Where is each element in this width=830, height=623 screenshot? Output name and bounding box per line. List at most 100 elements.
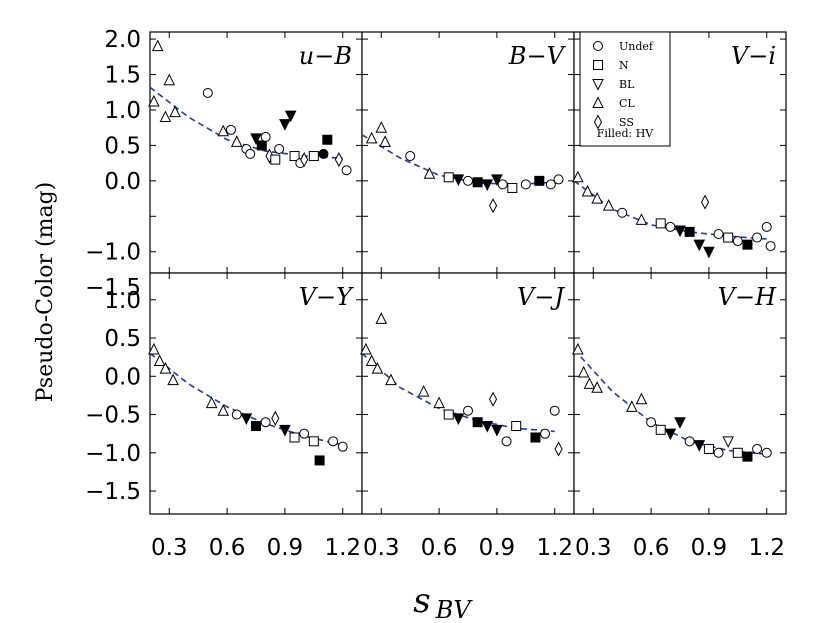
data-point [674, 225, 686, 238]
data-point [591, 381, 603, 393]
panel-frame [361, 31, 575, 274]
data-point [279, 424, 291, 437]
data-point [274, 143, 285, 154]
data-point [491, 174, 503, 187]
data-point [159, 110, 172, 123]
data-point [417, 384, 430, 397]
panel-label: V−Y [299, 283, 354, 311]
data-point [488, 391, 498, 407]
y-tick-label: 0.5 [104, 326, 141, 352]
data-point [318, 148, 329, 159]
data-point [511, 421, 522, 432]
data-point [602, 199, 615, 211]
x-tick-label: 0.6 [209, 535, 246, 561]
legend-marker-triangle-down [592, 79, 604, 91]
data-point [385, 373, 397, 386]
data-point [761, 447, 772, 458]
data-point [365, 354, 378, 366]
data-point [700, 194, 710, 210]
legend-marker-diamond [593, 114, 603, 130]
x-tick-label: 0.3 [151, 535, 188, 561]
data-point [163, 73, 176, 86]
data-point [693, 440, 706, 452]
panel-label: B−V [508, 42, 567, 70]
data-point [251, 421, 261, 432]
legend: Undef N BL CL SS Filled: HV [579, 31, 671, 147]
data-point [405, 151, 416, 162]
data-point [534, 175, 545, 186]
x-axis-label-main: s [413, 581, 430, 621]
data-point [583, 377, 596, 389]
y-tick-label: 1.0 [104, 98, 141, 124]
x-tick-label: 1.2 [324, 535, 361, 561]
y-tick-label: 0.5 [104, 133, 141, 159]
x-tick-label: 0.6 [421, 535, 458, 561]
data-point [665, 221, 676, 232]
data-point [270, 154, 281, 165]
data-point [520, 179, 531, 190]
data-point [463, 405, 473, 416]
panel-ticks [150, 32, 362, 273]
y-tick-label: 0.0 [104, 364, 141, 390]
data-points [572, 342, 772, 462]
data-point [360, 342, 372, 355]
data-point [481, 179, 494, 192]
data-point [507, 182, 518, 193]
data-point [245, 148, 256, 159]
panel-ticks [362, 32, 574, 273]
data-point [300, 152, 309, 168]
data-point [231, 409, 242, 420]
data-point [240, 413, 253, 425]
data-point [334, 152, 343, 168]
x-tick-label: 0.3 [575, 535, 612, 561]
data-point [703, 246, 715, 259]
legend-note: Filled: HV [597, 127, 655, 140]
data-point [655, 218, 666, 229]
data-point [472, 177, 483, 188]
data-point [549, 405, 560, 416]
data-point [742, 451, 753, 462]
y-tick-label: −1.0 [85, 240, 141, 266]
data-point [148, 94, 160, 107]
data-point [271, 410, 280, 426]
data-point [423, 167, 436, 179]
data-point [554, 441, 563, 457]
data-point [169, 105, 181, 118]
data-point [577, 365, 590, 378]
data-point [260, 417, 271, 428]
data-point [452, 174, 465, 187]
data-point [433, 396, 445, 409]
data-point [693, 239, 706, 252]
data-point [308, 436, 319, 447]
x-tick-labels: 0.3 0.6 0.9 1.2 0.3 0.6 0.9 1.2 0.3 0.6 0.9 1.2 [151, 535, 785, 561]
data-point [732, 447, 743, 458]
data-point [553, 174, 564, 185]
data-point [153, 354, 166, 366]
data-point [167, 373, 179, 386]
data-point [713, 229, 724, 240]
legend-marker-triangle-up [592, 96, 604, 108]
data-point [545, 179, 556, 190]
data-point [159, 362, 172, 374]
data-point [202, 87, 213, 98]
panel-ticks [362, 273, 574, 514]
panel-5: V−J [360, 272, 575, 515]
data-point [151, 39, 164, 52]
data-point [752, 232, 763, 243]
data-point [328, 436, 339, 447]
data-point [530, 432, 541, 443]
data-point [684, 226, 695, 237]
panel-label: u−B [299, 42, 352, 70]
panel-label: V−H [718, 283, 777, 311]
y-tick-label: 1.0 [104, 288, 141, 314]
data-point [230, 135, 243, 147]
data-point [540, 428, 551, 439]
data-point [742, 239, 753, 250]
data-point [655, 424, 666, 435]
data-point [322, 134, 333, 145]
data-point [205, 396, 218, 409]
data-point [635, 213, 648, 225]
data-point [463, 175, 473, 186]
data-point [375, 312, 388, 324]
data-point [635, 392, 648, 405]
